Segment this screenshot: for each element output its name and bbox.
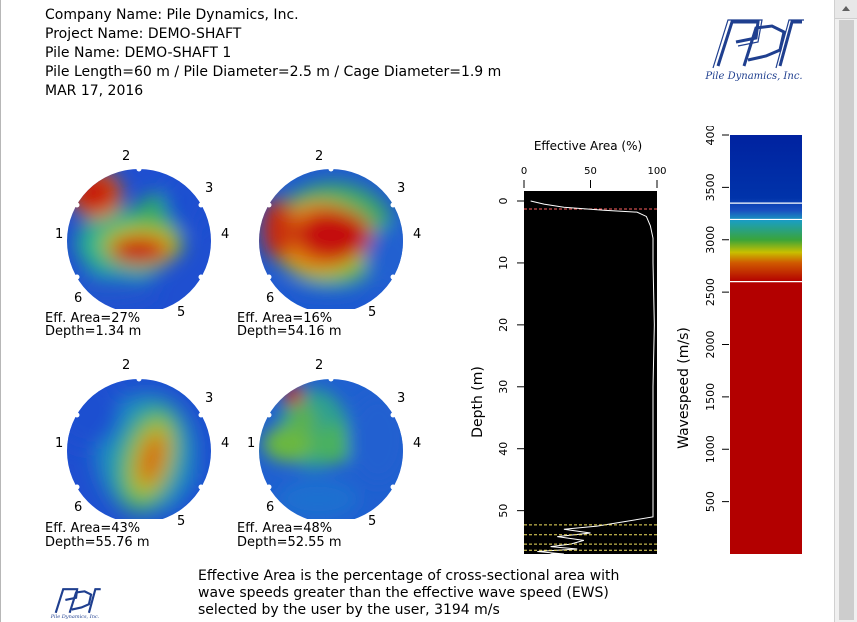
- scroll-up-arrow-icon[interactable]: [835, 0, 857, 19]
- tomogram-1-eff-area: Eff. Area=27%: [45, 311, 141, 326]
- tomogram-3: [66, 359, 226, 526]
- tomogram-4-depth: Depth=52.55 m: [237, 535, 342, 550]
- pdi-logo: Pile Dynamics, Inc.: [700, 16, 808, 86]
- pdi-logo-mark-icon: [712, 19, 804, 69]
- tomogram-1-tube-4: 4: [221, 227, 230, 242]
- ea-y-tick-label: 50: [497, 504, 510, 518]
- tomogram-2-depth: Depth=54.16 m: [237, 324, 342, 339]
- tomogram-2-tube-4: 4: [413, 227, 422, 242]
- pile-name: Pile Name: DEMO-SHAFT 1: [45, 45, 232, 61]
- ea-x-tick-label: 50: [584, 166, 597, 177]
- ea-y-tick-label: 30: [497, 380, 510, 394]
- ea-series-line: [530, 200, 655, 555]
- tomogram-1-tube-1: 1: [55, 227, 64, 242]
- project-name: Project Name: DEMO-SHAFT: [45, 26, 242, 42]
- tomogram-1-tube-2: 2: [122, 149, 131, 164]
- wavespeed-tick-label: 2000: [704, 331, 717, 359]
- tomogram-4-eff-area: Eff. Area=48%: [237, 521, 333, 536]
- ea-y-axis-label: Depth (m): [470, 366, 486, 438]
- vertical-scrollbar[interactable]: [834, 0, 857, 622]
- tomogram-3-tube-6: 6: [74, 500, 83, 515]
- tomogram-1-tube-5: 5: [177, 305, 186, 320]
- ea-y-tick-label: 0: [497, 198, 510, 205]
- footer-line-2: wave speeds greater than the effective w…: [198, 585, 609, 601]
- ea-y-tick-label: 20: [497, 318, 510, 332]
- pdi-logo-small-text: Pile Dynamics, Inc.: [50, 614, 100, 620]
- tomogram-4-tube-1: 1: [247, 436, 256, 451]
- tomogram-3-tube-3: 3: [205, 391, 214, 406]
- tomogram-4-tube-4: 4: [413, 436, 422, 451]
- report-date: MAR 17, 2016: [45, 83, 144, 99]
- wavespeed-tick-label: 2500: [704, 278, 717, 306]
- tomogram-2-tube-5: 5: [368, 305, 377, 320]
- tomogram-4-tube-6: 6: [266, 500, 275, 515]
- tomogram-1-depth: Depth=1.34 m: [45, 324, 142, 339]
- ea-y-tick-label: 40: [497, 442, 510, 456]
- ea-x-tick-label: 100: [647, 166, 666, 177]
- tomogram-2-tube-2: 2: [315, 149, 324, 164]
- tomogram-3-tube-2: 2: [122, 358, 131, 373]
- tomogram-1-tube-3: 3: [205, 181, 214, 196]
- tomogram-4-plot: [259, 376, 403, 526]
- footer-note: Effective Area is the percentage of cros…: [198, 568, 698, 619]
- tomogram-3-tube-1: 1: [55, 436, 64, 451]
- tomogram-3-plot: [67, 376, 211, 526]
- tomogram-1-tube-6: 6: [74, 291, 83, 306]
- wavespeed-colorbar: 500 1000 1500 2000 2500 3000 3500 400 Wavespeed…: [676, 126, 802, 554]
- pdi-logo-small-mark-icon: [54, 588, 101, 614]
- wavespeed-tick-label: 3000: [704, 226, 717, 254]
- tomogram-2-tube-6: 6: [266, 291, 275, 306]
- wavespeed-tick-label: 3500: [704, 173, 717, 201]
- tomogram-2-plot: [259, 166, 403, 316]
- report-header: Company Name: Pile Dynamics, Inc. Projec…: [45, 6, 501, 101]
- tomogram-4-tube-5: 5: [368, 514, 377, 529]
- tomogram-3-eff-area: Eff. Area=43%: [45, 521, 141, 536]
- ea-x-tick-label: 0: [521, 166, 527, 177]
- tomogram-3-tube-4: 4: [221, 436, 230, 451]
- ea-plot-area: [524, 191, 657, 554]
- company-name: Company Name: Pile Dynamics, Inc.: [45, 7, 299, 23]
- tomogram-2: [258, 149, 418, 316]
- wavespeed-markers: [730, 202, 802, 283]
- tomogram-3-tube-5: 5: [177, 514, 186, 529]
- scroll-thumb[interactable]: [839, 20, 854, 620]
- footer-line-1: Effective Area is the percentage of cros…: [198, 568, 620, 584]
- wavespeed-tick-label: 400: [704, 126, 717, 146]
- pile-dimensions: Pile Length=60 m / Pile Diameter=2.5 m /…: [45, 64, 502, 80]
- ea-chart-title: Effective Area (%): [534, 139, 642, 153]
- wavespeed-ticks: 500 1000 1500 2000 2500 3000 3500 400: [704, 126, 729, 512]
- ea-y-ticks: 0 10 20 30 40 50: [497, 198, 524, 518]
- tomogram-3-depth: Depth=55.76 m: [45, 535, 150, 550]
- ea-x-ticks: 0 50 100: [521, 166, 667, 188]
- tomogram-2-tube-3: 3: [397, 181, 406, 196]
- tomogram-2-eff-area: Eff. Area=16%: [237, 311, 333, 326]
- wavespeed-y-axis-label: Wavespeed (m/s): [676, 327, 692, 449]
- wavespeed-tick-label: 500: [704, 491, 717, 512]
- tomogram-1-plot: [67, 166, 211, 316]
- tomogram-4-tube-2: 2: [315, 358, 324, 373]
- ea-toe-dashes: [524, 524, 657, 551]
- wavespeed-color-bar: [730, 135, 802, 554]
- effective-area-chart: Effective Area (%) 0 50 100 0 10 20 30 40 50 De…: [470, 139, 667, 555]
- wavespeed-tick-label: 1500: [704, 383, 717, 411]
- pdi-logo-small: Pile Dynamics, Inc.: [46, 586, 104, 622]
- wavespeed-tick-label: 1000: [704, 435, 717, 463]
- tomogram-4-tube-3: 3: [397, 391, 406, 406]
- tomogram-1: [66, 149, 226, 316]
- footer-line-3: selected by the user by the user, 3194 m…: [198, 602, 500, 618]
- pdi-logo-text: Pile Dynamics, Inc.: [705, 71, 803, 82]
- tomogram-4: [258, 359, 418, 526]
- ea-y-tick-label: 10: [497, 256, 510, 270]
